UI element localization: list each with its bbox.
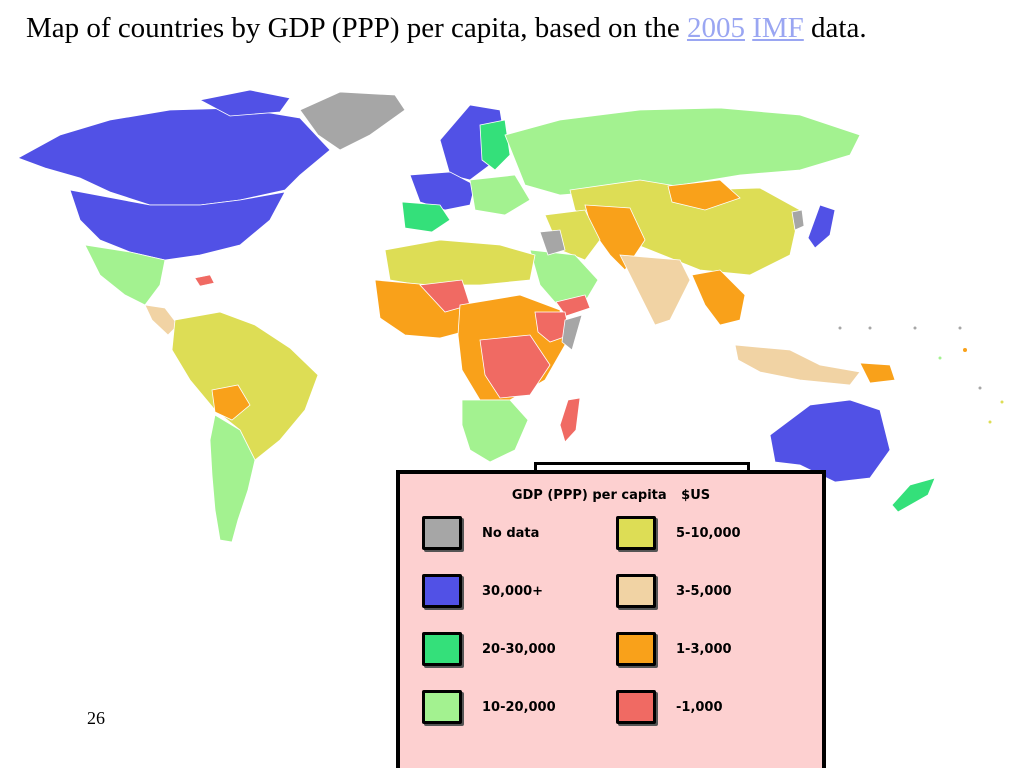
legend-item-10-20000: 10-20,000 [422,690,556,724]
legend-swatch [616,516,656,550]
region-south-america-south [209,414,256,543]
legend-label: 20-30,000 [482,641,556,657]
title-end: data. [811,12,867,44]
link-2005[interactable]: 2005 [686,12,745,44]
legend-item-20-30000: 20-30,000 [422,632,556,666]
legend-swatch [616,632,656,666]
legend-label: 30,000+ [482,583,544,599]
link-imf[interactable]: IMF [752,12,804,44]
region-central-america [144,304,179,336]
region-usa [69,189,286,261]
region-somalia [561,314,583,351]
legend-unit: $US [681,488,711,503]
region-southeast-asia [691,269,746,326]
region-finland [479,119,511,171]
page-number: 26 [87,708,105,728]
legend-label: No data [482,525,540,541]
legend-label: -1,000 [676,699,723,715]
region-greenland [299,91,406,151]
legend-swatch [616,690,656,724]
slide-title: Map of countries by GDP (PPP) per capita… [26,10,1016,46]
region-western-europe [409,171,476,211]
region-north-africa [384,239,536,286]
legend-title: GDP (PPP) per capita $US [400,488,822,503]
region-bolivia [211,384,251,421]
region-south-america-north [171,311,319,461]
region-arabia [529,249,599,309]
legend-item-no-data: No data [422,516,539,550]
region-papua [859,362,896,384]
legend-title-text: GDP (PPP) per capita [511,488,667,503]
map-legend: GDP (PPP) per capita $US No data 30,000+… [396,470,826,768]
region-russia [504,107,861,196]
world-map [0,80,1024,550]
region-japan [807,204,836,249]
legend-label: 5-10,000 [676,525,741,541]
region-eastern-europe [469,174,531,216]
legend-item-3-5000: 3-5,000 [616,574,732,608]
title-text: Map of countries by GDP (PPP) per capita… [26,12,680,44]
region-alaska-canada [17,107,331,206]
legend-swatch [616,574,656,608]
legend-label: 3-5,000 [676,583,732,599]
legend-label: 1-3,000 [676,641,732,657]
legend-swatch [422,516,462,550]
legend-item-under-1000: -1,000 [616,690,723,724]
legend-item-30000-plus: 30,000+ [422,574,543,608]
region-new-zealand [891,477,936,513]
region-india [619,254,691,326]
region-arctic-islands [198,89,291,117]
region-mongolia [667,179,741,211]
region-mexico [84,244,166,306]
region-indonesia [734,344,861,386]
region-iraq [539,229,566,256]
legend-item-5-10000: 5-10,000 [616,516,741,550]
legend-label: 10-20,000 [482,699,556,715]
region-iberia [401,201,451,233]
region-ethiopia [534,311,571,343]
legend-swatch [422,632,462,666]
region-madagascar [559,397,581,443]
legend-swatch [422,574,462,608]
legend-swatch [422,690,462,724]
region-korea [791,209,805,231]
region-caribbean [194,274,215,287]
region-congo [479,334,551,399]
region-southern-africa [461,399,529,463]
region-australia [769,399,891,483]
legend-item-1-3000: 1-3,000 [616,632,732,666]
region-yemen [555,294,591,317]
